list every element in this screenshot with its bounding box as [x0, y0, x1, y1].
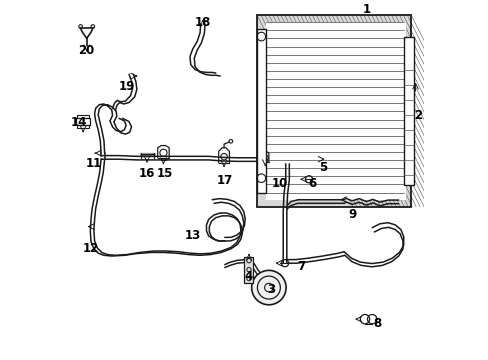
- Text: 11: 11: [85, 157, 102, 170]
- Text: 13: 13: [184, 229, 200, 242]
- Bar: [77, 126, 89, 129]
- Text: 12: 12: [83, 242, 99, 255]
- Text: 5: 5: [319, 161, 327, 174]
- Text: 10: 10: [271, 177, 287, 190]
- Text: 3: 3: [267, 283, 275, 296]
- Bar: [265, 22, 405, 200]
- Bar: [77, 115, 89, 118]
- Text: 1: 1: [362, 3, 370, 16]
- Text: 9: 9: [347, 208, 355, 221]
- Text: 2: 2: [413, 109, 422, 122]
- Bar: [76, 118, 90, 126]
- Bar: [257, 15, 410, 207]
- Text: 20: 20: [78, 44, 94, 57]
- Text: 6: 6: [308, 177, 316, 190]
- Text: 8: 8: [372, 317, 381, 330]
- Text: 16: 16: [139, 167, 155, 180]
- Bar: [257, 30, 265, 193]
- Text: 7: 7: [297, 260, 305, 273]
- Circle shape: [251, 270, 285, 305]
- Text: 19: 19: [119, 80, 135, 93]
- Text: 14: 14: [70, 116, 87, 129]
- Text: 4: 4: [244, 270, 252, 283]
- Text: 17: 17: [216, 174, 232, 187]
- Text: 18: 18: [195, 16, 211, 29]
- Bar: [257, 15, 410, 207]
- Bar: [244, 257, 253, 283]
- Text: 15: 15: [156, 167, 173, 180]
- Bar: [403, 37, 413, 185]
